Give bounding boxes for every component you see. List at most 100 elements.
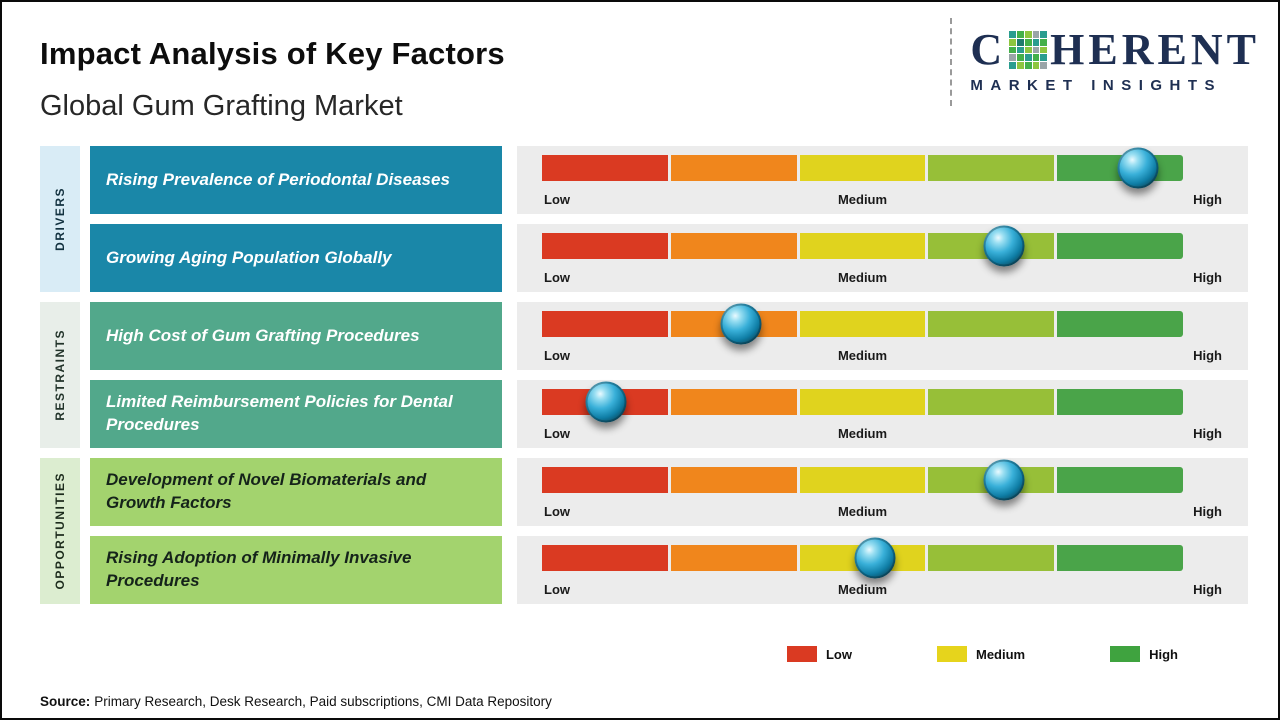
- legend-label: Medium: [975, 646, 1026, 662]
- legend-item-medium: Medium: [936, 646, 1026, 662]
- factor-box: Limited Reimbursement Policies for Denta…: [90, 380, 502, 448]
- impact-scale-row: Low Medium High: [517, 224, 1248, 292]
- impact-marker: [720, 303, 762, 345]
- logo-tagline: MARKET INSIGHTS: [970, 77, 1223, 94]
- scale-label-medium: Medium: [837, 348, 888, 363]
- legend-item-high: High: [1110, 646, 1178, 662]
- category-strip-opportunities: OPPORTUNITIES: [40, 458, 80, 604]
- impact-bar-track: [542, 225, 1183, 267]
- group-restraints: RESTRAINTS High Cost of Gum Grafting Pro…: [40, 302, 1248, 448]
- legend-swatch-medium: [936, 646, 967, 662]
- factor-box: Growing Aging Population Globally: [90, 224, 502, 292]
- bar-segment: [1057, 233, 1183, 259]
- factor-label: Rising Adoption of Minimally Invasive Pr…: [106, 548, 412, 590]
- scale-label-high: High: [1193, 582, 1222, 597]
- company-logo: C HERENT MARKET INSIGHTS: [950, 16, 1260, 106]
- impact-scale-row: Low Medium High: [517, 380, 1248, 448]
- bar-segment: [542, 311, 668, 337]
- bar-segment: [670, 155, 797, 181]
- scale-label-low: Low: [544, 504, 570, 519]
- factor-label: Rising Prevalence of Periodontal Disease…: [106, 169, 450, 189]
- bar-segment: [928, 311, 1055, 337]
- impact-bar-track: [542, 147, 1183, 189]
- category-strip-drivers: DRIVERS: [40, 146, 80, 292]
- source-prefix: Source:: [40, 694, 91, 709]
- impact-scale-row: Low Medium High: [517, 458, 1248, 526]
- impact-marker: [1117, 147, 1159, 189]
- logo-divider: [950, 18, 953, 106]
- legend-label: High: [1149, 646, 1178, 662]
- bar-segment: [670, 389, 797, 415]
- impact-analysis-body: DRIVERS Rising Prevalence of Periodontal…: [40, 146, 1248, 604]
- bar-segment: [1057, 389, 1183, 415]
- scale-label-low: Low: [544, 582, 570, 597]
- factor-box: Rising Adoption of Minimally Invasive Pr…: [90, 536, 502, 604]
- page-subtitle: Global Gum Grafting Market: [40, 90, 403, 122]
- group-opportunities: OPPORTUNITIES Development of Novel Bioma…: [40, 458, 1248, 604]
- bar-segment: [670, 467, 797, 493]
- scale-label-medium: Medium: [837, 426, 888, 441]
- impact-marker: [854, 537, 896, 579]
- impact-marker: [983, 225, 1025, 267]
- bar-segment: [799, 155, 926, 181]
- scale-label-low: Low: [544, 348, 570, 363]
- scale-label-medium: Medium: [837, 192, 888, 207]
- bar-segment: [670, 545, 797, 571]
- source-line: Source: Primary Research, Desk Research, …: [40, 694, 552, 709]
- impact-bar-track: [542, 381, 1183, 423]
- header: Impact Analysis of Key Factors Global Gu…: [2, 2, 1278, 142]
- bar-segment: [1057, 311, 1183, 337]
- factor-box: Development of Novel Biomaterials and Gr…: [90, 458, 502, 526]
- logo-letters-rest: HERENT: [1050, 25, 1260, 74]
- impact-scale-row: Low Medium High: [517, 146, 1248, 214]
- bar-segment: [799, 389, 926, 415]
- bar-segment: [542, 545, 668, 571]
- scale-label-low: Low: [544, 426, 570, 441]
- category-label: DRIVERS: [53, 187, 67, 251]
- factor-label: Limited Reimbursement Policies for Denta…: [106, 392, 453, 434]
- bar-segment: [542, 155, 668, 181]
- bar-segment: [799, 467, 926, 493]
- factor-box: High Cost of Gum Grafting Procedures: [90, 302, 502, 370]
- legend-swatch-low: [786, 646, 817, 662]
- logo-mosaic-icon: [1009, 31, 1048, 69]
- scale-label-low: Low: [544, 192, 570, 207]
- group-drivers: DRIVERS Rising Prevalence of Periodontal…: [40, 146, 1248, 292]
- impact-marker: [983, 459, 1025, 501]
- scale-label-high: High: [1193, 270, 1222, 285]
- factor-label: High Cost of Gum Grafting Procedures: [106, 325, 420, 345]
- scale-label-high: High: [1193, 426, 1222, 441]
- category-label: OPPORTUNITIES: [53, 472, 67, 590]
- impact-bar-track: [542, 537, 1183, 579]
- page-title: Impact Analysis of Key Factors: [40, 36, 505, 71]
- impact-marker: [585, 381, 627, 423]
- category-label: RESTRAINTS: [53, 329, 67, 421]
- scale-label-medium: Medium: [837, 582, 888, 597]
- bar-segment: [670, 233, 797, 259]
- scale-label-high: High: [1193, 192, 1222, 207]
- impact-bar-track: [542, 459, 1183, 501]
- source-text: Primary Research, Desk Research, Paid su…: [94, 694, 552, 709]
- scale-label-high: High: [1193, 504, 1222, 519]
- legend-swatch-high: [1110, 646, 1141, 662]
- bar-segment: [799, 311, 926, 337]
- factor-box: Rising Prevalence of Periodontal Disease…: [90, 146, 502, 214]
- impact-bar-track: [542, 303, 1183, 345]
- bar-segment: [928, 155, 1055, 181]
- factor-label: Growing Aging Population Globally: [106, 247, 392, 267]
- bar-segment: [928, 545, 1055, 571]
- bar-segment: [1057, 545, 1183, 571]
- scale-label-low: Low: [544, 270, 570, 285]
- bar-segment: [799, 233, 926, 259]
- legend: Low Medium High: [786, 646, 1178, 662]
- legend-label: Low: [825, 646, 852, 662]
- bar-segment: [542, 233, 668, 259]
- logo-wordmark: C HERENT: [970, 28, 1260, 72]
- bar-segment: [542, 467, 668, 493]
- category-strip-restraints: RESTRAINTS: [40, 302, 80, 448]
- impact-scale-row: Low Medium High: [517, 536, 1248, 604]
- logo-letter-c: C: [970, 25, 1007, 74]
- scale-label-high: High: [1193, 348, 1222, 363]
- bar-segment: [928, 389, 1055, 415]
